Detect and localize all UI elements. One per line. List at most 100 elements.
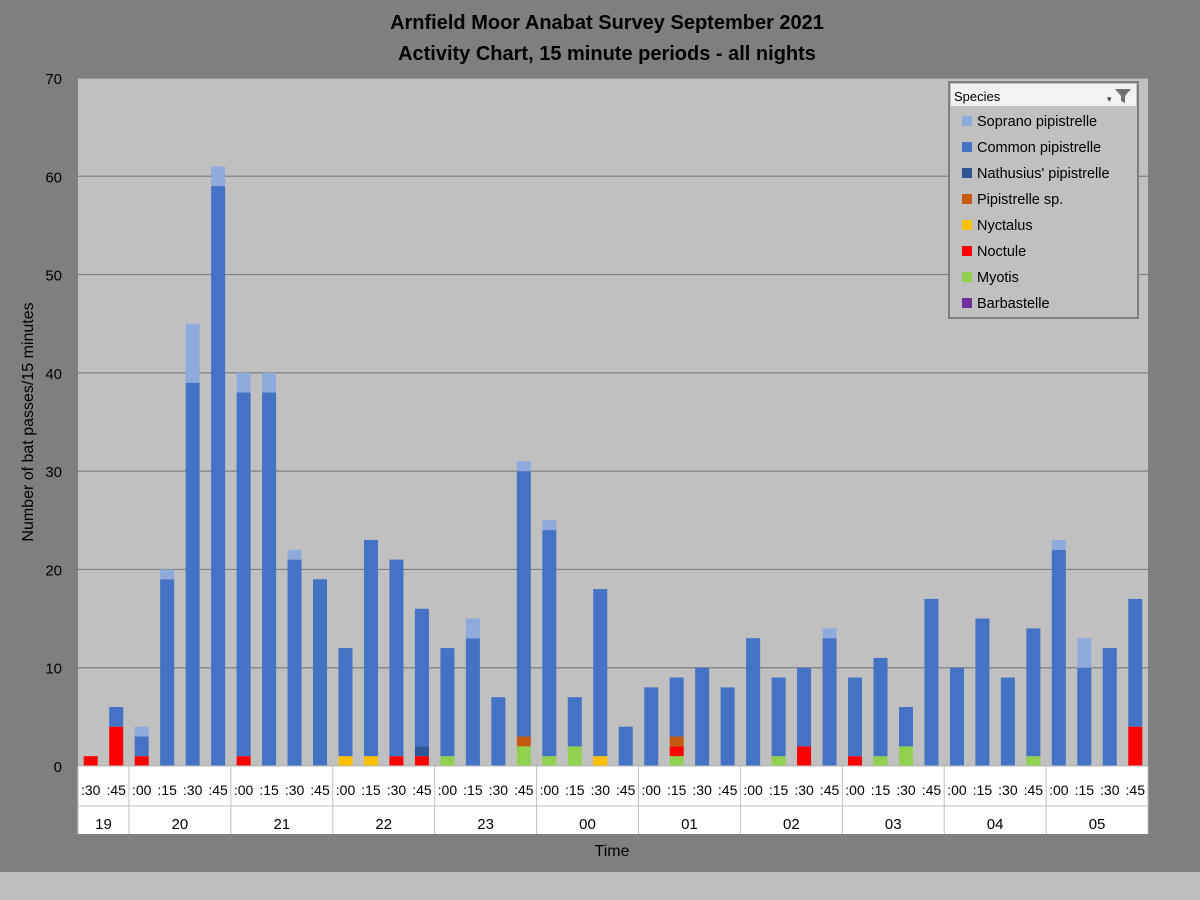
bar-segment [134, 726, 149, 737]
chart-title: Arnfield Moor Anabat Survey September 20… [390, 12, 824, 34]
x-tick-label: :15 [871, 782, 891, 798]
x-tick-label: :30 [183, 782, 203, 798]
bar-segment [1000, 677, 1015, 766]
bar-segment [1102, 648, 1117, 766]
x-tick-label: :00 [132, 782, 152, 798]
filter-icon[interactable]: ▾ [1107, 89, 1131, 104]
bar-segment [797, 746, 812, 766]
x-tick-label: :30 [285, 782, 305, 798]
bar-segment [211, 186, 226, 767]
y-tick-label: 40 [45, 366, 62, 383]
bar-segment [848, 677, 863, 757]
bar-segment [516, 736, 531, 747]
bar-segment [746, 638, 761, 766]
bar-segment [618, 726, 633, 766]
bar-segment [1026, 628, 1041, 757]
x-axis-label-panel [78, 766, 1148, 834]
bar-segment [1077, 667, 1092, 766]
bar-segment [873, 657, 888, 757]
bar-segment [516, 461, 531, 472]
hour-label: 22 [375, 816, 392, 833]
bar-segment [465, 618, 480, 639]
x-tick-label: :15 [565, 782, 585, 798]
bar-segment [363, 539, 378, 757]
hour-label: 20 [172, 816, 189, 833]
bar-segment [236, 372, 251, 393]
bar-segment [338, 756, 353, 766]
bottom-strip [0, 872, 1200, 900]
bar-segment [134, 736, 149, 757]
bar-segment [363, 756, 378, 766]
x-tick-label: :30 [998, 782, 1018, 798]
x-tick-label: :15 [973, 782, 993, 798]
bar-segment [567, 746, 582, 766]
bar-segment [83, 756, 98, 766]
bars [83, 166, 1143, 767]
bar-segment [975, 618, 990, 766]
bar-segment [644, 687, 659, 766]
legend-item-label: Myotis [977, 270, 1019, 286]
bar-segment [669, 677, 684, 737]
hour-label: 02 [783, 816, 800, 833]
bar-segment [924, 598, 939, 766]
bar-segment [822, 638, 837, 766]
legend-swatch [962, 116, 972, 126]
y-tick-label: 10 [45, 661, 62, 678]
bar-segment [1128, 598, 1143, 727]
legend-swatch [962, 246, 972, 256]
legend-swatch [962, 298, 972, 308]
bar-segment [669, 746, 684, 757]
chart-subtitle: Activity Chart, 15 minute periods - all … [398, 43, 816, 65]
bar-segment [822, 628, 837, 639]
x-tick-label: :45 [514, 782, 534, 798]
legend-swatch [962, 194, 972, 204]
x-tick-label: :30 [896, 782, 916, 798]
x-tick-label: :45 [1024, 782, 1044, 798]
bar-segment [465, 638, 480, 766]
x-axis-label: Time [595, 843, 630, 860]
hour-label: 04 [987, 816, 1004, 833]
bar-segment [669, 736, 684, 747]
bar-segment [440, 756, 455, 766]
legend: Species ▾ Soprano pipistrelle Common pipi… [948, 81, 1139, 319]
x-tick-label: :45 [616, 782, 636, 798]
bar-segment [287, 549, 302, 560]
bar-segment [516, 746, 531, 766]
y-tick-label: 50 [45, 268, 62, 285]
x-tick-label: :45 [208, 782, 228, 798]
legend-swatch [962, 168, 972, 178]
bar-segment [593, 589, 608, 757]
bar-segment [236, 756, 251, 766]
bar-segment [338, 648, 353, 757]
bar-segment [134, 756, 149, 766]
hour-label: 05 [1089, 816, 1106, 833]
y-tick-label: 0 [54, 759, 62, 776]
bar-segment [873, 756, 888, 766]
x-tick-label: :45 [412, 782, 432, 798]
bar-segment [389, 756, 404, 766]
legend-swatch [962, 272, 972, 282]
bar-segment [1051, 549, 1066, 766]
y-tick-label: 30 [45, 464, 62, 481]
bar-segment [389, 559, 404, 757]
bar-segment [109, 726, 124, 766]
bar-segment [414, 608, 429, 747]
svg-text:▾: ▾ [1107, 94, 1112, 104]
bar-segment [236, 392, 251, 757]
x-tick-label: :15 [667, 782, 687, 798]
hour-label: 00 [579, 816, 596, 833]
x-tick-label: :15 [463, 782, 483, 798]
legend-header[interactable] [951, 84, 1136, 106]
bar-segment [160, 569, 175, 580]
bar-segment [797, 667, 812, 747]
bar-segment [491, 697, 506, 766]
x-tick-label: :30 [1100, 782, 1120, 798]
x-tick-label: :30 [81, 782, 101, 798]
bar-segment [1026, 756, 1041, 766]
bar-segment [185, 382, 200, 766]
y-axis-ticks: 0 10 20 30 40 50 60 70 [45, 71, 62, 776]
bar-segment [771, 677, 786, 757]
legend-item-label: Nathusius' pipistrelle [977, 166, 1110, 182]
y-tick-label: 20 [45, 562, 62, 579]
x-tick-label: :15 [1075, 782, 1095, 798]
